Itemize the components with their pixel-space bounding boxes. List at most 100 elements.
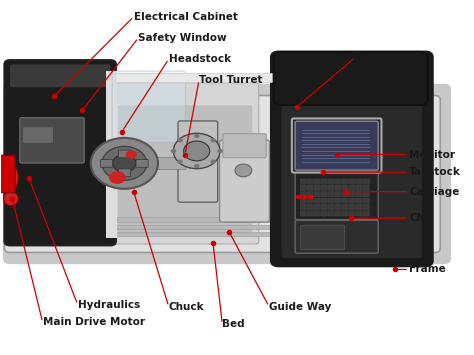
- FancyBboxPatch shape: [3, 84, 451, 264]
- FancyBboxPatch shape: [363, 198, 369, 203]
- FancyBboxPatch shape: [363, 179, 369, 184]
- FancyBboxPatch shape: [363, 204, 369, 210]
- Circle shape: [173, 133, 220, 169]
- FancyBboxPatch shape: [356, 204, 362, 210]
- FancyBboxPatch shape: [356, 179, 362, 184]
- Text: Electrical Cabinet: Electrical Cabinet: [134, 12, 237, 22]
- FancyBboxPatch shape: [301, 211, 306, 216]
- FancyBboxPatch shape: [295, 220, 378, 253]
- FancyBboxPatch shape: [118, 169, 130, 177]
- Circle shape: [210, 138, 216, 142]
- FancyBboxPatch shape: [335, 179, 341, 184]
- FancyBboxPatch shape: [349, 179, 356, 184]
- Circle shape: [183, 141, 210, 161]
- FancyBboxPatch shape: [356, 185, 362, 191]
- Ellipse shape: [3, 165, 18, 190]
- FancyBboxPatch shape: [4, 95, 440, 252]
- FancyBboxPatch shape: [328, 198, 334, 203]
- FancyBboxPatch shape: [295, 173, 378, 220]
- Text: Chuck: Chuck: [169, 301, 204, 312]
- Text: Monitor: Monitor: [409, 149, 455, 159]
- FancyBboxPatch shape: [321, 204, 328, 210]
- FancyBboxPatch shape: [295, 121, 378, 170]
- FancyBboxPatch shape: [118, 105, 252, 235]
- Text: Tool Turret: Tool Turret: [199, 75, 263, 85]
- FancyBboxPatch shape: [335, 198, 341, 203]
- FancyBboxPatch shape: [301, 185, 306, 191]
- FancyBboxPatch shape: [115, 224, 283, 229]
- FancyBboxPatch shape: [328, 204, 334, 210]
- FancyBboxPatch shape: [4, 60, 116, 245]
- FancyBboxPatch shape: [342, 198, 348, 203]
- Circle shape: [296, 195, 301, 199]
- FancyBboxPatch shape: [356, 211, 362, 216]
- FancyBboxPatch shape: [349, 198, 356, 203]
- FancyBboxPatch shape: [307, 204, 313, 210]
- FancyBboxPatch shape: [100, 159, 113, 167]
- FancyBboxPatch shape: [349, 185, 356, 191]
- FancyBboxPatch shape: [219, 140, 270, 222]
- FancyBboxPatch shape: [156, 157, 186, 169]
- FancyBboxPatch shape: [363, 192, 369, 197]
- FancyBboxPatch shape: [314, 179, 320, 184]
- FancyBboxPatch shape: [223, 133, 266, 158]
- FancyBboxPatch shape: [301, 179, 306, 184]
- FancyBboxPatch shape: [335, 185, 341, 191]
- Ellipse shape: [3, 192, 18, 206]
- Circle shape: [91, 138, 158, 189]
- Circle shape: [194, 134, 200, 138]
- FancyBboxPatch shape: [307, 192, 313, 197]
- Text: Main Drive Motor: Main Drive Motor: [43, 317, 145, 327]
- Text: Cover: Cover: [356, 52, 389, 62]
- FancyBboxPatch shape: [307, 198, 313, 203]
- FancyBboxPatch shape: [106, 71, 118, 237]
- Text: Carriage: Carriage: [409, 187, 459, 197]
- Circle shape: [235, 164, 252, 177]
- Circle shape: [177, 138, 183, 142]
- Circle shape: [210, 159, 216, 164]
- FancyBboxPatch shape: [136, 159, 148, 167]
- FancyBboxPatch shape: [342, 204, 348, 210]
- Text: Safety Window: Safety Window: [138, 33, 227, 43]
- Circle shape: [102, 146, 147, 180]
- FancyBboxPatch shape: [20, 118, 84, 163]
- FancyBboxPatch shape: [10, 64, 110, 87]
- Circle shape: [301, 195, 307, 199]
- FancyBboxPatch shape: [328, 211, 334, 216]
- FancyBboxPatch shape: [118, 150, 130, 158]
- FancyBboxPatch shape: [314, 211, 320, 216]
- FancyBboxPatch shape: [349, 211, 356, 216]
- Circle shape: [308, 195, 313, 199]
- Text: Bed: Bed: [222, 319, 245, 329]
- Text: CNC: CNC: [409, 213, 433, 223]
- FancyBboxPatch shape: [271, 52, 432, 266]
- FancyBboxPatch shape: [301, 225, 345, 250]
- Circle shape: [194, 164, 200, 168]
- FancyBboxPatch shape: [356, 198, 362, 203]
- FancyBboxPatch shape: [307, 185, 313, 191]
- FancyBboxPatch shape: [356, 192, 362, 197]
- FancyBboxPatch shape: [301, 198, 306, 203]
- FancyBboxPatch shape: [314, 198, 320, 203]
- Circle shape: [113, 154, 136, 172]
- FancyBboxPatch shape: [363, 211, 369, 216]
- FancyBboxPatch shape: [321, 179, 328, 184]
- FancyBboxPatch shape: [314, 185, 320, 191]
- FancyBboxPatch shape: [307, 179, 313, 184]
- FancyBboxPatch shape: [328, 192, 334, 197]
- Text: Guide Way: Guide Way: [269, 301, 331, 312]
- FancyBboxPatch shape: [342, 211, 348, 216]
- FancyBboxPatch shape: [335, 192, 341, 197]
- Text: Tailstock: Tailstock: [409, 167, 461, 177]
- FancyBboxPatch shape: [273, 52, 428, 105]
- FancyBboxPatch shape: [301, 204, 306, 210]
- FancyBboxPatch shape: [178, 121, 218, 202]
- FancyBboxPatch shape: [342, 192, 348, 197]
- Circle shape: [109, 171, 126, 184]
- Text: Frame: Frame: [409, 264, 446, 274]
- Circle shape: [171, 149, 176, 153]
- FancyBboxPatch shape: [314, 192, 320, 197]
- FancyBboxPatch shape: [321, 185, 328, 191]
- FancyBboxPatch shape: [363, 185, 369, 191]
- FancyBboxPatch shape: [349, 192, 356, 197]
